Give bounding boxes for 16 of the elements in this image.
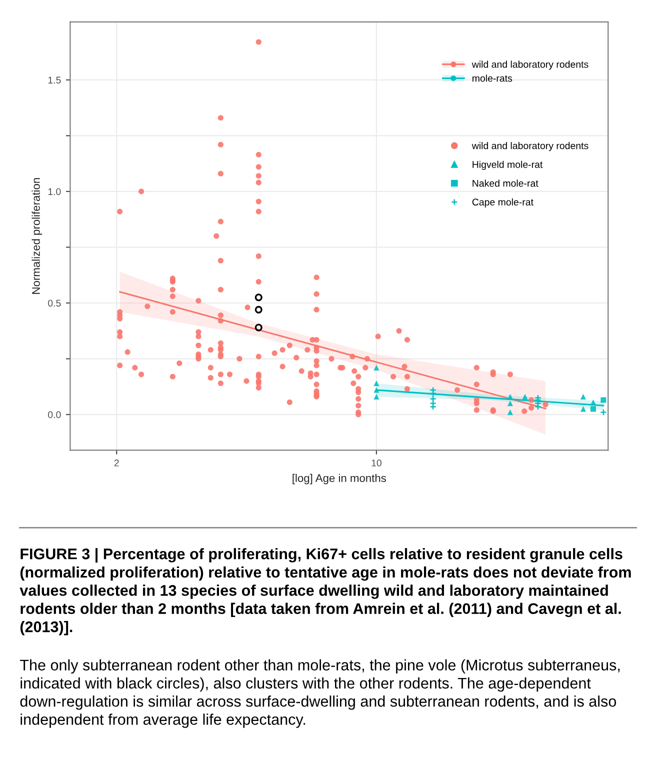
y-axis-title: Normalized proliferation bbox=[32, 178, 42, 294]
text: The only subterranean rodent other than mole-rats, the pine vole (Microtus subterraneus, indicated with black circles), also clusters with the other rodents. The age-dependent down-regulation is similar across surface-dwelling and subterranean rodents, and is also independent from average life expectancy. bbox=[20, 659, 620, 728]
caption: FIGURE 3 | Percentage of proliferating, Ki67+ cells relative to resident granule cells (normalized proliferation) relative to tentative age in mole-rats does not deviate from values collected in 13 species of surface dwelling wild and laboratory maintained rodents older than 2 months [data taken from Amrein et al. (2011) and Cavegn et al. (2013)]. bbox=[20, 548, 631, 636]
legend-label: mole-rats bbox=[472, 74, 512, 82]
y-tick-label: 1.0 bbox=[48, 188, 61, 196]
legend-label: wild and laboratory rodents bbox=[472, 60, 588, 70]
x-tick-label: 10 bbox=[372, 460, 382, 466]
legend-label: Higveld mole-rat bbox=[472, 160, 543, 170]
y-tick-label: 0.5 bbox=[48, 300, 61, 307]
y-tick-label: 0.0 bbox=[48, 411, 61, 418]
y-tick-label: 1.5 bbox=[48, 76, 61, 84]
legend-label: Naked mole-rat bbox=[472, 180, 538, 187]
legend-label: Cape mole-rat bbox=[472, 198, 534, 208]
legend-label: wild and laboratory rodents bbox=[472, 142, 588, 152]
x-axis-title: [log] Age in months bbox=[292, 474, 386, 484]
x-tick-label: 2 bbox=[114, 460, 119, 466]
